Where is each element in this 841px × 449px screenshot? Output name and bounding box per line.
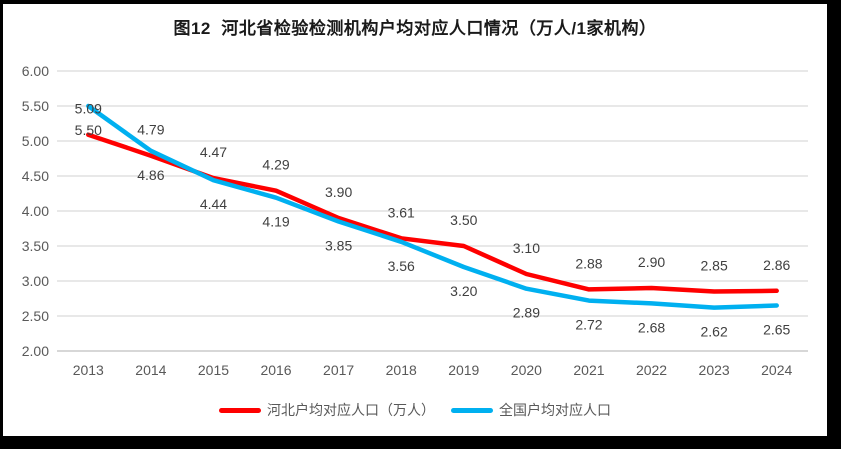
data-point-label: 3.56 bbox=[388, 258, 415, 274]
x-axis-tick-label: 2019 bbox=[448, 362, 479, 378]
data-point-label: 3.85 bbox=[325, 238, 352, 254]
x-axis-tick-label: 2018 bbox=[386, 362, 417, 378]
legend-label-national: 全国户均对应人口 bbox=[499, 402, 611, 418]
chart-legend: 河北户均对应人口（万人） 全国户均对应人口 bbox=[3, 400, 827, 420]
y-axis-tick-label: 2.50 bbox=[22, 308, 49, 324]
data-point-label: 5.50 bbox=[75, 122, 102, 138]
data-point-label: 2.72 bbox=[575, 317, 602, 333]
data-point-label: 2.86 bbox=[763, 257, 790, 273]
x-axis-tick-label: 2017 bbox=[323, 362, 354, 378]
data-point-label: 2.89 bbox=[513, 305, 540, 321]
data-point-label: 3.50 bbox=[450, 212, 477, 228]
y-axis-tick-label: 4.50 bbox=[22, 168, 49, 184]
series-line-1 bbox=[86, 103, 779, 310]
x-axis-tick-label: 2024 bbox=[761, 362, 792, 378]
data-point-label: 3.10 bbox=[513, 240, 540, 256]
chart-canvas: 图12 河北省检验检测机构户均对应人口情况（万人/1家机构） 6.00 5.50 5… bbox=[3, 4, 827, 436]
data-point-label: 4.29 bbox=[262, 157, 289, 173]
data-point-label: 4.47 bbox=[200, 144, 227, 160]
x-axis-tick-label: 2021 bbox=[573, 362, 604, 378]
data-point-label: 2.90 bbox=[638, 254, 665, 270]
data-point-label: 4.19 bbox=[262, 214, 289, 230]
data-point-label: 4.44 bbox=[200, 196, 227, 212]
x-axis-tick-label: 2020 bbox=[511, 362, 542, 378]
data-point-label: 3.20 bbox=[450, 283, 477, 299]
chart-title: 图12 河北省检验检测机构户均对应人口情况（万人/1家机构） bbox=[173, 19, 657, 38]
data-point-label: 3.61 bbox=[388, 204, 415, 220]
legend-label-hebei: 河北户均对应人口（万人） bbox=[267, 402, 435, 418]
data-point-label: 5.09 bbox=[75, 101, 102, 117]
legend-item-hebei: 河北户均对应人口（万人） bbox=[219, 400, 435, 420]
legend-swatch-hebei bbox=[219, 407, 261, 413]
x-axis-tick-label: 2013 bbox=[73, 362, 104, 378]
y-axis-tick-label: 3.50 bbox=[22, 238, 49, 254]
data-point-label: 2.85 bbox=[701, 258, 728, 274]
y-axis-tick-label: 5.00 bbox=[22, 133, 49, 149]
data-point-label: 2.88 bbox=[575, 255, 602, 271]
y-axis-tick-label: 3.00 bbox=[22, 273, 49, 289]
series-line-0 bbox=[86, 132, 779, 294]
x-axis-tick-label: 2014 bbox=[135, 362, 166, 378]
data-point-label: 2.62 bbox=[701, 324, 728, 340]
y-axis-tick-label: 6.00 bbox=[22, 63, 49, 79]
x-axis-tick-label: 2015 bbox=[198, 362, 229, 378]
y-axis-tick-label: 5.50 bbox=[22, 98, 49, 114]
data-point-label: 3.90 bbox=[325, 184, 352, 200]
x-axis-tick-label: 2022 bbox=[636, 362, 667, 378]
data-point-label: 2.65 bbox=[763, 322, 790, 338]
data-point-label: 4.86 bbox=[137, 167, 164, 183]
legend-swatch-national bbox=[451, 407, 493, 413]
line-chart: 6.00 5.50 5.00 4.50 4.00 3.50 3.00 2.50 2.00 2013… bbox=[22, 63, 808, 378]
x-axis-tick-label: 2016 bbox=[260, 362, 291, 378]
legend-item-national: 全国户均对应人口 bbox=[451, 400, 611, 420]
y-axis-tick-label: 4.00 bbox=[22, 203, 49, 219]
data-point-label: 4.79 bbox=[137, 122, 164, 138]
x-axis-tick-label: 2023 bbox=[699, 362, 730, 378]
y-axis-tick-label: 2.00 bbox=[22, 343, 49, 359]
data-point-label: 2.68 bbox=[638, 319, 665, 335]
